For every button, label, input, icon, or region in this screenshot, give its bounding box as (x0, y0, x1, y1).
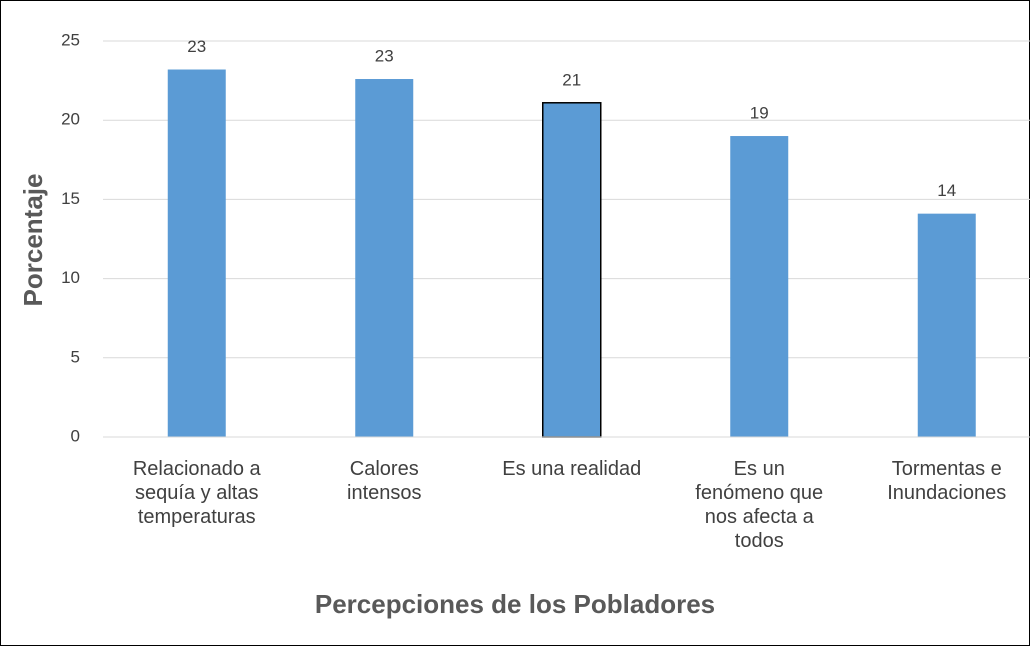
y-tick-label: 25 (61, 30, 80, 49)
value-label: 19 (750, 104, 769, 123)
x-axis-title: Percepciones de los Pobladores (315, 589, 715, 619)
value-label: 23 (187, 37, 206, 56)
x-tick-label: Es un fenómeno que nos afecta a todos (695, 458, 823, 552)
y-tick-label: 15 (61, 189, 80, 208)
bar (167, 69, 226, 438)
x-tick-label: Calores intensos (347, 458, 422, 504)
x-tick-label: Relacionado a sequía y altas temperaturas (133, 458, 262, 528)
bar (917, 213, 976, 437)
value-label: 14 (937, 181, 956, 200)
value-label: 21 (562, 70, 581, 89)
y-tick-label: 0 (71, 426, 80, 445)
y-axis-title: Porcentaje (18, 174, 48, 307)
y-tick-label: 20 (61, 110, 80, 129)
x-tick-label: Tormentas e Inundaciones (887, 458, 1006, 504)
value-label: 23 (375, 47, 394, 66)
x-tick-label: Es una realidad (502, 458, 641, 480)
bar (542, 102, 602, 438)
bar (355, 79, 414, 438)
y-tick-label: 5 (71, 347, 80, 366)
bar (730, 136, 789, 438)
y-tick-label: 10 (61, 268, 80, 287)
